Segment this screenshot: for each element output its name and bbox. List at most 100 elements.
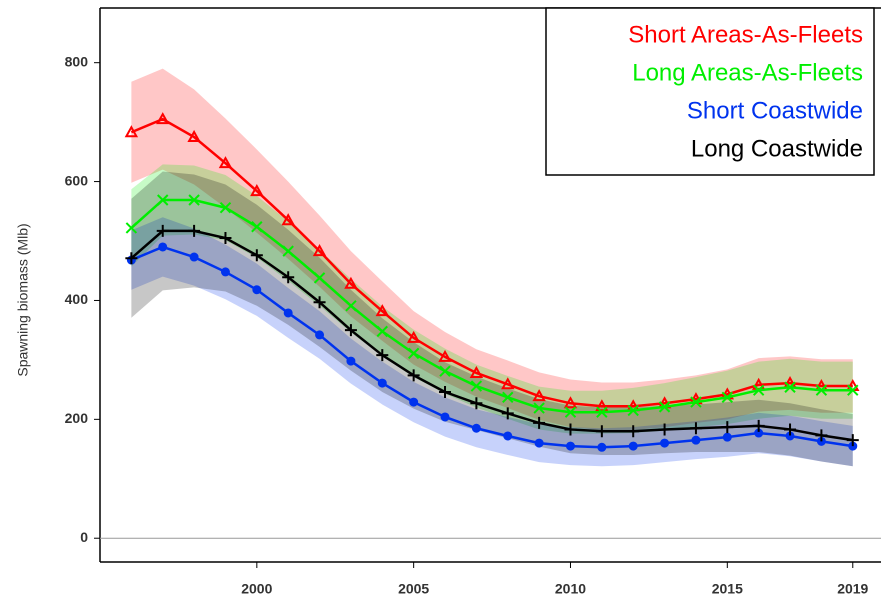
- y-tick-label: 800: [65, 53, 89, 69]
- marker: [407, 347, 420, 360]
- marker: [187, 129, 201, 142]
- y-tick-label: 0: [80, 529, 88, 545]
- bands: [131, 68, 853, 467]
- marker: [252, 285, 262, 295]
- marker: [721, 391, 734, 404]
- marker: [565, 441, 575, 451]
- series-line: [130, 245, 853, 449]
- marker: [220, 267, 230, 277]
- marker: [251, 221, 263, 233]
- marker: [439, 385, 452, 398]
- marker: [595, 425, 608, 438]
- marker: [375, 304, 389, 317]
- marker: [690, 396, 702, 408]
- marker: [315, 330, 325, 340]
- x-tick-label: 2010: [555, 581, 586, 597]
- marker: [784, 381, 796, 393]
- marker: [313, 272, 326, 284]
- marker: [188, 194, 200, 206]
- marker: [627, 404, 639, 417]
- y-axis-label: Spawning biomass (Mlb): [15, 223, 31, 376]
- marker: [691, 435, 701, 445]
- marker: [125, 252, 138, 265]
- x-tick-label: 2015: [712, 581, 743, 597]
- marker: [532, 389, 546, 402]
- marker: [564, 423, 577, 436]
- marker: [721, 421, 734, 434]
- marker: [406, 330, 421, 343]
- series-line: [130, 198, 853, 414]
- legend-entry: Short Areas-As-Fleets: [628, 21, 863, 48]
- marker: [595, 399, 609, 412]
- marker: [188, 224, 201, 237]
- marker: [439, 365, 451, 377]
- legend-entry: Long Coastwide: [691, 135, 863, 162]
- marker: [752, 384, 765, 396]
- marker: [502, 391, 514, 404]
- marker: [313, 296, 326, 309]
- marker: [250, 184, 264, 197]
- marker: [628, 441, 638, 451]
- marker: [438, 349, 452, 362]
- confidence-band: [131, 217, 853, 467]
- marker: [344, 276, 358, 289]
- marker: [250, 249, 263, 262]
- marker: [752, 419, 765, 432]
- marker: [815, 429, 828, 442]
- marker: [470, 397, 483, 410]
- marker: [533, 416, 546, 429]
- x-tick-label: 2019: [837, 581, 868, 597]
- marker: [815, 384, 828, 396]
- marker: [503, 431, 513, 441]
- marker: [658, 423, 671, 436]
- marker: [283, 308, 293, 318]
- marker: [157, 194, 169, 206]
- x-tick-label: 2000: [241, 581, 272, 597]
- marker: [158, 242, 168, 252]
- marker: [281, 213, 295, 226]
- marker: [533, 402, 545, 414]
- marker: [564, 406, 577, 418]
- y-tick-label: 200: [65, 410, 89, 426]
- marker: [189, 252, 199, 262]
- marker: [377, 378, 387, 388]
- confidence-band: [131, 68, 853, 431]
- x-tick-label: 2005: [398, 581, 429, 597]
- marker: [282, 271, 295, 284]
- marker: [219, 232, 232, 245]
- marker: [689, 422, 702, 435]
- y-tick-label: 400: [65, 291, 89, 307]
- marker: [282, 245, 294, 257]
- marker: [409, 397, 419, 407]
- marker: [501, 377, 515, 390]
- marker: [596, 406, 608, 418]
- marker: [312, 244, 327, 257]
- marker: [627, 425, 640, 438]
- marker: [125, 222, 138, 234]
- marker: [376, 325, 388, 338]
- marker: [470, 380, 483, 392]
- marker: [440, 412, 450, 422]
- marker: [658, 401, 671, 413]
- marker: [501, 407, 514, 420]
- legend-entry: Short Coastwide: [687, 97, 863, 124]
- lines: [124, 112, 860, 452]
- marker: [376, 349, 389, 362]
- marker: [156, 224, 169, 237]
- marker: [784, 423, 797, 436]
- marker: [219, 202, 232, 214]
- marker: [563, 396, 578, 409]
- y-tick-label: 600: [65, 172, 89, 188]
- legend-box: [545, 7, 875, 176]
- marker: [156, 112, 170, 125]
- legend-entry: Long Areas-As-Fleets: [632, 59, 863, 86]
- marker: [469, 365, 484, 378]
- marker: [471, 423, 481, 433]
- marker: [660, 438, 670, 448]
- marker: [847, 384, 859, 396]
- marker: [218, 156, 233, 169]
- marker: [534, 438, 544, 448]
- marker: [345, 300, 357, 312]
